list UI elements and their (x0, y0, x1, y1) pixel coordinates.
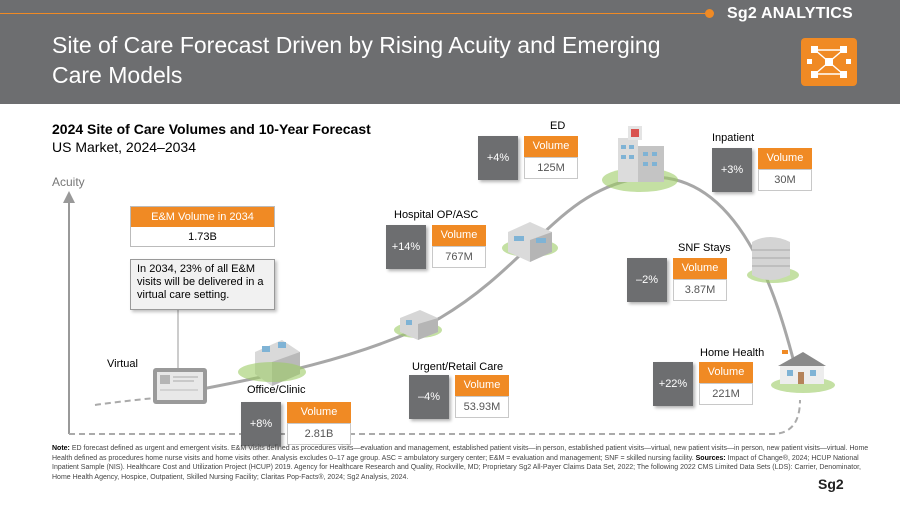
site-label-ed: ED (550, 120, 566, 132)
home-health-card: +22% Volume 221M (653, 362, 753, 406)
hopd-volume-value: 767M (432, 246, 486, 268)
inpatient-delta: +3% (712, 148, 752, 192)
ed-card: +4% Volume 125M (478, 136, 578, 180)
em-volume-value: 1.73B (188, 231, 217, 243)
note-label: Note: (52, 445, 70, 452)
site-label-hopd: Hospital OP/ASC (394, 209, 479, 221)
site-label-virtual: Virtual (107, 358, 138, 370)
hopd-delta: +14% (386, 225, 426, 269)
virtual-device-icon (153, 368, 207, 404)
inpatient-volume-label: Volume (758, 148, 812, 169)
dashed-start (94, 397, 156, 406)
acuity-axis-label: Acuity (52, 175, 85, 189)
home-health-house-icon (771, 350, 835, 393)
office-volume-value: 2.81B (287, 423, 351, 445)
header-rule (0, 13, 712, 14)
footnotes: Note: ED forecast defined as urgent and … (52, 444, 874, 482)
page-title: Site of Care Forecast Driven by Rising A… (52, 32, 661, 88)
ed-volume-label: Volume (524, 136, 578, 157)
ed-hospital-building-icon (602, 126, 678, 192)
chart-subheading: US Market, 2024–2034 (52, 139, 196, 155)
inpatient-volume-value: 30M (758, 169, 812, 191)
site-label-home: Home Health (700, 347, 765, 359)
office-delta: +8% (241, 402, 281, 446)
em-volume-box: E&M Volume in 2034 1.73B (130, 206, 275, 247)
office-clinic-building-icon (238, 340, 306, 386)
brand-name: Sg2 ANALYTICS (727, 5, 853, 22)
ed-delta: +4% (478, 136, 518, 180)
site-label-snf: SNF Stays (678, 242, 731, 254)
site-label-inpatient: Inpatient (712, 132, 755, 144)
site-label-urgent: Urgent/Retail Care (412, 361, 504, 373)
header-dot (705, 9, 714, 18)
hospital-op-asc-building-icon (502, 222, 558, 262)
header-banner (0, 0, 900, 104)
office-volume-label: Volume (287, 402, 351, 423)
acuity-arrow-head (63, 191, 75, 203)
ed-volume-value: 125M (524, 157, 578, 179)
em-volume-title: E&M Volume in 2034 (131, 207, 274, 227)
virtual-care-callout: In 2034, 23% of all E&M visits will be d… (130, 259, 275, 310)
home-volume-label: Volume (699, 362, 753, 383)
urgent-care-building-icon (394, 310, 442, 340)
urgent-delta: –4% (409, 375, 449, 419)
note-text: ED forecast defined as urgent and emerge… (52, 445, 869, 462)
office-clinic-card: +8% Volume 2.81B (241, 402, 351, 446)
snf-volume-value: 3.87M (673, 279, 727, 301)
urgent-volume-value: 53.93M (455, 396, 509, 418)
snf-building-icon (747, 237, 799, 283)
hopd-card: +14% Volume 767M (386, 225, 486, 269)
inpatient-card: +3% Volume 30M (712, 148, 812, 192)
urgent-care-card: –4% Volume 53.93M (409, 375, 509, 419)
sg2-footer-logo: Sg2 (818, 476, 844, 492)
chart-heading: 2024 Site of Care Volumes and 10-Year Fo… (52, 121, 371, 137)
home-delta: +22% (653, 362, 693, 406)
network-logo-icon (801, 38, 857, 86)
hopd-volume-label: Volume (432, 225, 486, 246)
dashed-baseline (69, 399, 801, 435)
sources-text: Impact of Change®, 2024; HCUP National I… (52, 454, 861, 481)
site-label-office: Office/Clinic (247, 384, 306, 396)
snf-delta: –2% (627, 258, 667, 302)
sources-label: Sources: (695, 454, 726, 462)
urgent-volume-label: Volume (455, 375, 509, 396)
snf-card: –2% Volume 3.87M (627, 258, 727, 302)
snf-volume-label: Volume (673, 258, 727, 279)
home-volume-value: 221M (699, 383, 753, 405)
